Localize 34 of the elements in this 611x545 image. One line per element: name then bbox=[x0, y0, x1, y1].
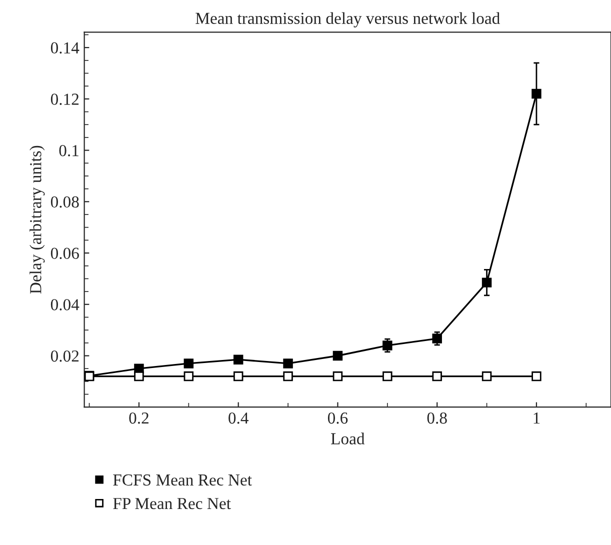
x-tick-label: 0.8 bbox=[427, 412, 447, 424]
x-tick-label: 0.6 bbox=[328, 412, 348, 424]
chart-title: Mean transmission delay versus network load bbox=[196, 12, 500, 28]
y-axis-title: Delay (arbitrary units) bbox=[30, 146, 45, 294]
point bbox=[184, 371, 194, 382]
x-tick-label: 0.2 bbox=[129, 412, 148, 424]
point bbox=[382, 340, 392, 350]
point bbox=[283, 358, 293, 368]
point bbox=[184, 358, 194, 368]
point bbox=[332, 350, 343, 361]
point bbox=[134, 371, 144, 382]
legend-label: FP Mean Rec Net bbox=[113, 498, 231, 510]
point bbox=[382, 371, 392, 382]
x-tick-label: 0.4 bbox=[228, 412, 249, 424]
point bbox=[482, 371, 492, 382]
point bbox=[432, 371, 442, 382]
point bbox=[432, 334, 442, 344]
point bbox=[532, 371, 542, 382]
y-tick-label: 0.06 bbox=[50, 248, 79, 260]
y-tick-label: 0.08 bbox=[50, 196, 79, 208]
y-tick-label: 0.04 bbox=[50, 299, 80, 310]
point bbox=[532, 88, 542, 99]
x-axis-title: Load bbox=[331, 432, 365, 444]
y-tick-label: 0.1 bbox=[59, 144, 78, 156]
point bbox=[283, 371, 293, 382]
point bbox=[233, 371, 244, 382]
y-tick-label: 0.14 bbox=[50, 42, 80, 54]
y-tick-label: 0.12 bbox=[50, 94, 79, 105]
point bbox=[233, 354, 244, 364]
y-tick-label: 0.02 bbox=[50, 350, 79, 362]
point bbox=[482, 278, 492, 288]
point bbox=[332, 371, 343, 382]
x-tick-label: 1 bbox=[534, 412, 540, 424]
legend-label: FCFS Mean Rec Net bbox=[113, 474, 252, 486]
